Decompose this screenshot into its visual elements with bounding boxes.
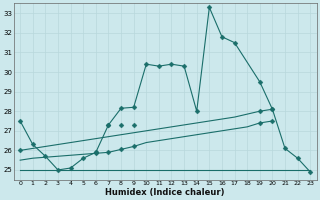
X-axis label: Humidex (Indice chaleur): Humidex (Indice chaleur) (106, 188, 225, 197)
